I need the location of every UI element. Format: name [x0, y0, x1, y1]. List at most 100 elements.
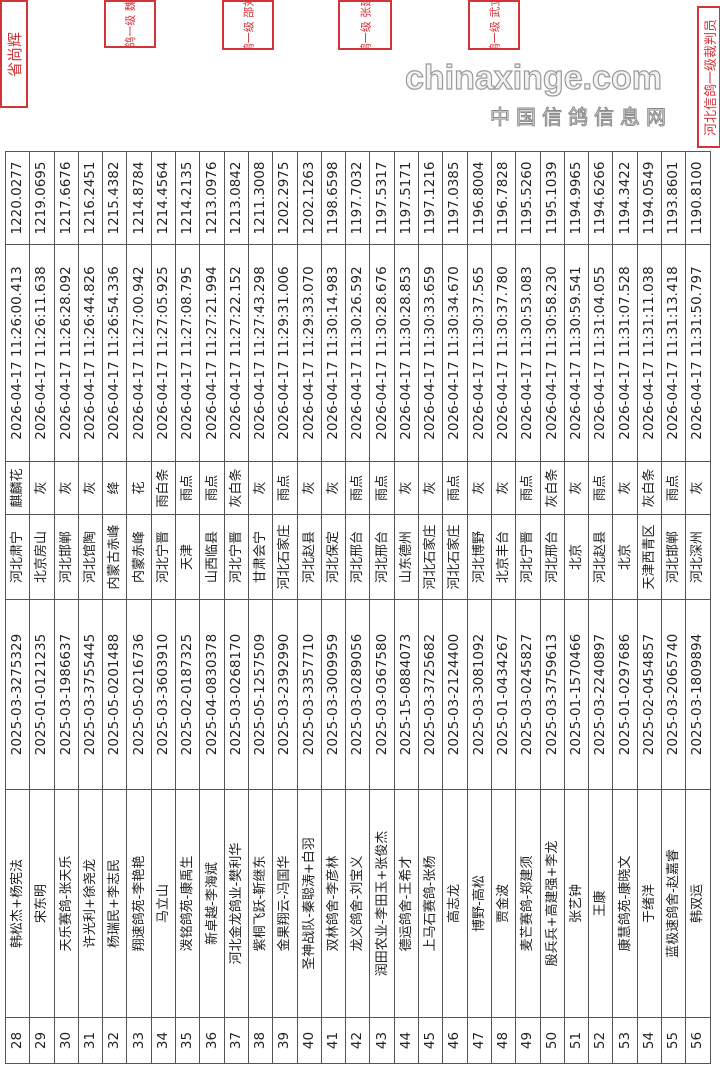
name-cell: 贾金波: [491, 789, 516, 1018]
color-cell: 麒麟花: [5, 461, 30, 515]
speed-cell: 1215.4382: [102, 151, 127, 245]
ring-cell: 2025-15-0884073: [394, 599, 419, 790]
table-row: 35 泼铭鸽苑-康禹生 2025-02-0187325 天津 雨点 2026-04-17 …: [175, 151, 200, 1064]
speed-cell: 1219.0695: [29, 151, 55, 245]
rank-cell: 34: [151, 1017, 176, 1064]
speed-cell: 1197.1216: [418, 151, 443, 245]
name-cell: 龙义鸽舍-刘宝义: [345, 789, 370, 1018]
color-cell: 雨点: [175, 461, 200, 515]
color-cell: 绛: [102, 461, 127, 515]
region-cell: 河北邢台: [540, 514, 565, 600]
speed-cell: 1197.5171: [394, 151, 419, 245]
table-row: 50 殷兵兵+高建强+李龙 2025-03-3759613 河北邢台 灰白条 2026-0…: [540, 151, 565, 1064]
region-cell: 河北邯郸: [54, 514, 79, 600]
time-cell: 2026-04-17 11:26:00.413: [5, 244, 30, 462]
time-cell: 2026-04-17 11:31:13.418: [661, 244, 686, 462]
rank-cell: 38: [248, 1017, 273, 1064]
speed-cell: 1213.0976: [199, 151, 225, 245]
color-cell: 灰白条: [540, 461, 565, 515]
rank-cell: 33: [126, 1017, 152, 1064]
region-cell: 河北石家庄: [272, 514, 298, 600]
speed-cell: 1214.4564: [151, 151, 176, 245]
table-row: 43 润田农业-李田玉+张俊杰 2025-03-0367580 河北邢台 雨点 2026-…: [369, 151, 395, 1064]
ring-cell: 2025-03-3081092: [467, 599, 492, 790]
region-cell: 河北赵县: [297, 514, 322, 600]
name-cell: 康慧鸽苑-康晓文: [612, 789, 638, 1018]
name-cell: 圣神战队-秦聪涛+白羽: [297, 789, 322, 1018]
ring-cell: 2025-03-3755445: [78, 599, 103, 790]
color-cell: 雨点: [345, 461, 370, 515]
rank-cell: 50: [540, 1017, 565, 1064]
table-row: 33 翔速鸽苑-李艳艳 2025-05-0216736 内蒙赤峰花 2026-04-17…: [126, 151, 152, 1064]
ring-cell: 2025-03-1986637: [54, 599, 79, 790]
region-cell: 北京: [564, 514, 589, 600]
speed-cell: 1190.8100: [685, 151, 711, 245]
rank-cell: 42: [345, 1017, 370, 1064]
region-cell: 河北邢台: [345, 514, 370, 600]
speed-cell: 1217.6676: [54, 151, 79, 245]
name-cell: 金果翔云-冯国华: [272, 789, 298, 1018]
region-cell: 北京房山: [29, 514, 55, 600]
name-cell: 泼铭鸽苑-康禹生: [175, 789, 200, 1018]
speed-cell: 1220.0277: [5, 151, 30, 245]
region-cell: 内蒙赤峰: [126, 514, 152, 600]
region-cell: 河北赵县: [588, 514, 613, 600]
ring-cell: 2025-03-3357710: [297, 599, 322, 790]
speed-cell: 1194.6266: [588, 151, 613, 245]
rank-cell: 29: [29, 1017, 55, 1064]
time-cell: 2026-04-17 11:29:33.070: [297, 244, 322, 462]
color-cell: 灰: [418, 461, 443, 515]
name-cell: 河北金龙鸽业-樊利华: [224, 789, 249, 1018]
table-row: 40 圣神战队-秦聪涛+白羽 2025-03-3357710 河北赵县灰 2026-04…: [297, 151, 322, 1064]
watermark-site: chinaxinge.com: [404, 58, 662, 97]
name-cell: 许光利+徐尧龙: [78, 789, 103, 1018]
color-cell: 灰: [29, 461, 55, 515]
region-cell: 山东德州: [394, 514, 419, 600]
region-cell: 河北宁晋: [515, 514, 541, 600]
color-cell: 雨点: [515, 461, 541, 515]
time-cell: 2026-04-17 11:31:50.797: [685, 244, 711, 462]
speed-cell: 1196.7828: [491, 151, 516, 245]
table-row: 29 宋东明 2025-01-0121235 北京房山灰 2026-04-17 11:2…: [29, 151, 55, 1064]
ring-cell: 2025-03-3725682: [418, 599, 443, 790]
results-body: 28 韩松杰+杨宪法 2025-03-3275329 河北肃宁 麒麟花 2026-04-1…: [5, 151, 711, 1064]
name-cell: 德运鸽舍-王希才: [394, 789, 419, 1018]
time-cell: 2026-04-17 11:30:33.659: [418, 244, 443, 462]
rank-cell: 49: [515, 1017, 541, 1064]
color-cell: 雨点: [199, 461, 225, 515]
table-row: 37 河北金龙鸽业-樊利华 2025-03-0268170 河北宁晋 灰白条 2026-0…: [224, 151, 249, 1064]
color-cell: 灰: [321, 461, 346, 515]
region-cell: 河北保定: [321, 514, 346, 600]
seal-text: 鸽一级 武立: [488, 0, 501, 50]
rank-cell: 53: [612, 1017, 638, 1064]
results-grid: 28 韩松杰+杨宪法 2025-03-3275329 河北肃宁 麒麟花 2026-04-1…: [5, 151, 711, 1064]
speed-cell: 1202.1263: [297, 151, 322, 245]
region-cell: 甘肃会宁: [248, 514, 273, 600]
rank-cell: 51: [564, 1017, 589, 1064]
region-cell: 天津西青区: [637, 514, 662, 600]
rank-cell: 37: [224, 1017, 249, 1064]
name-cell: 张艺钟: [564, 789, 589, 1018]
speed-cell: 1194.3422: [612, 151, 638, 245]
ring-cell: 2025-05-0216736: [126, 599, 152, 790]
ring-cell: 2025-03-2124400: [442, 599, 468, 790]
rank-cell: 40: [297, 1017, 322, 1064]
color-cell: 灰: [685, 461, 711, 515]
time-cell: 2026-04-17 11:26:54.336: [102, 244, 127, 462]
time-cell: 2026-04-17 11:27:43.298: [248, 244, 273, 462]
ring-cell: 2025-05-1257509: [248, 599, 273, 790]
time-cell: 2026-04-17 11:30:26.592: [345, 244, 370, 462]
speed-cell: 1195.5260: [515, 151, 541, 245]
table-row: 47 博野-高松 2025-03-3081092 河北博野灰 2026-04-17 11…: [467, 151, 492, 1064]
name-cell: 天乐赛鸽-张天乐: [54, 789, 79, 1018]
seal-text: 鸽一级 张建: [359, 0, 372, 50]
time-cell: 2026-04-17 11:30:58.230: [540, 244, 565, 462]
color-cell: 灰白条: [224, 461, 249, 515]
color-cell: 雨点: [369, 461, 395, 515]
table-row: 34 马立山 2025-03-3603910 河北宁晋 雨白条 2026-04-17 11…: [151, 151, 176, 1064]
rank-cell: 35: [175, 1017, 200, 1064]
region-cell: 河北深州: [685, 514, 711, 600]
color-cell: 灰: [612, 461, 638, 515]
table-row: 30 天乐赛鸽-张天乐 2025-03-1986637 河北邯郸灰 2026-04-17…: [54, 151, 79, 1064]
region-cell: 河北邯郸: [661, 514, 686, 600]
